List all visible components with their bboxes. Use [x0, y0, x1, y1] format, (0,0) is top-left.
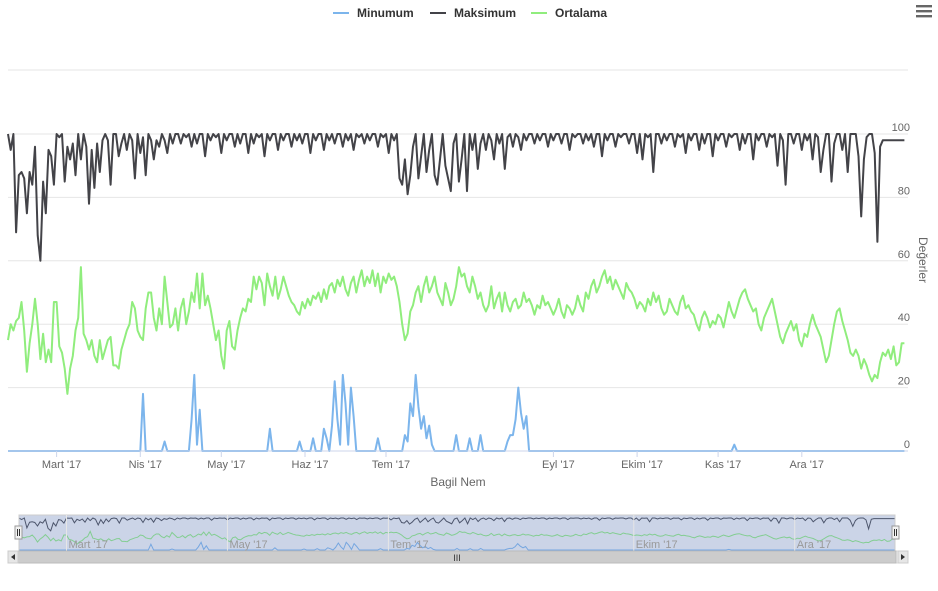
navigator-tick-label-ara-17: Ara '17	[797, 539, 832, 551]
legend-item-maksimum[interactable]: Maksimum	[430, 6, 516, 20]
x-tick-label-may-17: May '17	[207, 459, 245, 471]
navigator-handle-right[interactable]	[891, 525, 900, 540]
navigator-x-axis: Mart '17 May '17 Tem '17 Ekim '17 Ara '17	[65, 515, 832, 551]
scrollbar-right-arrow-icon	[901, 554, 905, 560]
scrollbar-grip[interactable]: III	[453, 553, 461, 563]
x-tick-label-mart-17: Mart '17	[42, 459, 81, 471]
y-tick-label-0: 0	[904, 439, 910, 451]
series-layer	[7, 133, 905, 452]
legend-item-ortalama[interactable]: Ortalama	[531, 6, 607, 20]
navigator-series	[18, 517, 895, 551]
scrollbar-left-arrow-icon	[11, 554, 15, 560]
scrollbar-right-arrow[interactable]	[897, 550, 909, 564]
x-tick-label-eyl-17: Eyl '17	[542, 459, 575, 471]
y-axis-title: Değerler	[916, 237, 930, 283]
navigator-mask[interactable]	[18, 514, 896, 552]
legend-item-minumum[interactable]: Minumum	[333, 6, 414, 20]
legend: Minumum Maksimum Ortalama	[333, 6, 607, 20]
navigator-line-maksimum	[18, 517, 895, 532]
x-axis: Mart '17 Nis '17 May '17 Haz '17 Tem '17 Eyl …	[8, 450, 908, 471]
navigator-line-minumum	[19, 541, 895, 551]
x-tick-label-tem-17: Tem '17	[372, 459, 410, 471]
scrollbar-left-arrow[interactable]	[7, 550, 19, 564]
y-tick-label-80: 80	[898, 185, 910, 197]
x-tick-label-ekim-17: Ekim '17	[621, 459, 663, 471]
navigator-tick-label-may-17: May '17	[229, 539, 267, 551]
y-tick-label-60: 60	[898, 249, 910, 261]
navigator-tick-label-ekim-17: Ekim '17	[636, 539, 678, 551]
x-tick-label-ara-17: Ara '17	[790, 459, 825, 471]
legend-label-maksimum: Maksimum	[454, 6, 516, 20]
scrollbar[interactable]: III	[7, 550, 909, 564]
series-line-maksimum[interactable]	[7, 133, 905, 262]
series-line-ortalama[interactable]	[7, 266, 905, 395]
x-tick-label-nis-17: Nis '17	[129, 459, 162, 471]
y-tick-label-100: 100	[892, 122, 910, 134]
navigator[interactable]: Mart '17 May '17 Tem '17 Ekim '17 Ara '17	[14, 514, 900, 552]
legend-label-minumum: Minumum	[357, 6, 414, 20]
navigator-line-ortalama	[18, 530, 895, 545]
navigator-tick-label-tem-17: Tem '17	[390, 539, 428, 551]
navigator-handle-left[interactable]	[14, 525, 23, 540]
legend-label-ortalama: Ortalama	[555, 6, 607, 20]
x-tick-label-haz-17: Haz '17	[292, 459, 329, 471]
x-tick-label-kas-17: Kas '17	[705, 459, 741, 471]
hamburger-menu-icon[interactable]	[913, 3, 935, 21]
y-tick-label-40: 40	[898, 312, 910, 324]
y-tick-label-20: 20	[898, 376, 910, 388]
navigator-tick-label-mart-17: Mart '17	[68, 539, 107, 551]
x-axis-title: Bagil Nem	[430, 475, 485, 489]
series-line-minumum[interactable]	[8, 373, 905, 452]
y-axis: 0 20 40 60 80 100	[892, 122, 910, 451]
